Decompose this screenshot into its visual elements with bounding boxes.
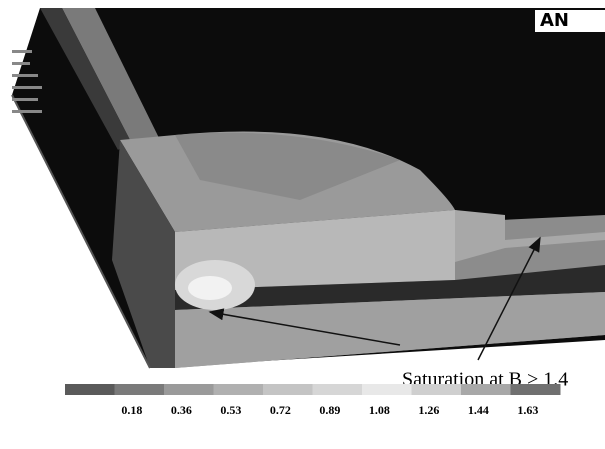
logo: AN [540,10,569,31]
colorbar-label: 1.08 [369,403,390,417]
colorbar-segment [164,384,214,395]
colorbar-segment [362,384,412,395]
colorbar-segment [313,384,363,395]
colorbar-segment [511,384,561,395]
colorbar-segment [461,384,511,395]
colorbar-segment [115,384,165,395]
colorbar-label: 0.53 [220,403,241,417]
colorbar-label: 0.89 [319,403,340,417]
colorbar-label: 0.72 [270,403,291,417]
colorbar-segment [214,384,264,395]
fea-view: AN Saturation at B > 1.4 0.180.360.530.7… [0,0,605,449]
colorbar-segment [65,384,115,395]
colorbar-label: 1.63 [517,403,538,417]
colorbar-label: 0.36 [171,403,192,417]
hot-spot-core [188,276,232,300]
colorbar-segment [263,384,313,395]
colorbar-label: 0.18 [121,403,142,417]
screenshot: AN Saturation at B > 1.4 0.180.360.530.7… [0,0,605,449]
colorbar-segment [412,384,462,395]
colorbar: 0.18 0.36 0.53 0.72 0.89 1.08 1.26 1.44 1.63 [65,384,561,417]
colorbar-label: 1.44 [468,403,489,417]
colorbar-label: 1.26 [418,403,439,417]
